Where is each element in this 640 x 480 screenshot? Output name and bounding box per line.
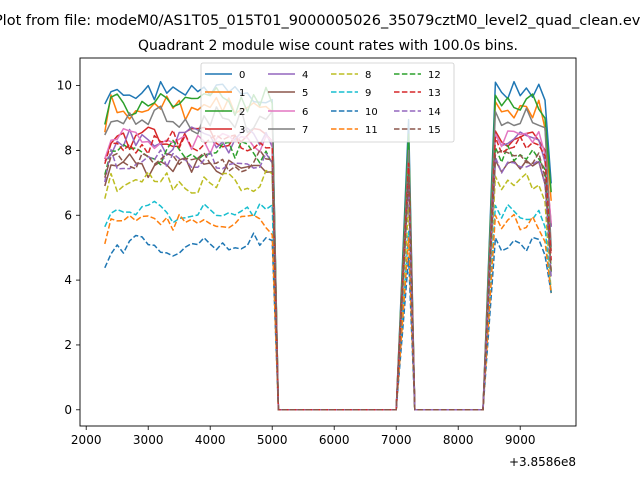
legend-label-2: 2 [239,107,245,118]
chart-title: Quadrant 2 module wise count rates with … [138,38,518,54]
y-tick-label: 8 [64,143,72,157]
series-layer [104,80,552,411]
x-tick-label: 4000 [195,433,226,447]
legend-label-4: 4 [302,70,308,81]
legend-label-15: 15 [428,125,441,136]
legend-label-7: 7 [302,125,308,136]
x-tick-label: 9000 [505,433,536,447]
legend-label-3: 3 [239,125,245,136]
series-line-13 [104,129,552,411]
legend-label-10: 10 [365,107,378,118]
y-tick-label: 0 [64,403,72,417]
y-tick-label: 2 [64,338,72,352]
y-tick-label: 6 [64,208,72,222]
legend-label-12: 12 [428,70,441,81]
legend-label-6: 6 [302,107,308,118]
legend-label-14: 14 [428,107,441,118]
y-tick-label: 10 [57,79,72,93]
y-axis: 0 2 4 6 8 10 [57,79,80,417]
legend-label-5: 5 [302,88,308,99]
x-axis: 2000 3000 4000 5000 6000 7000 8000 9000 [71,426,536,447]
y-tick-label: 4 [64,273,72,287]
legend-label-8: 8 [365,70,371,81]
x-tick-label: 2000 [71,433,102,447]
legend-label-9: 9 [365,88,371,99]
legend-box [200,62,455,143]
legend-label-1: 1 [239,88,245,99]
x-tick-label: 5000 [257,433,288,447]
series-line-7 [104,105,552,411]
x-offset-label: +3.8586e8 [509,455,576,469]
chart-suptitle: Plot from file: modeM0/AS1T05_015T01_900… [0,13,640,29]
x-tick-label: 7000 [381,433,412,447]
x-tick-label: 3000 [133,433,164,447]
plot-frame [79,57,577,427]
x-tick-label: 6000 [319,433,350,447]
legend-label-11: 11 [365,125,378,136]
series-line-15 [104,149,552,411]
legend-label-0: 0 [239,70,245,81]
legend-label-13: 13 [428,88,441,99]
x-tick-label: 8000 [443,433,474,447]
